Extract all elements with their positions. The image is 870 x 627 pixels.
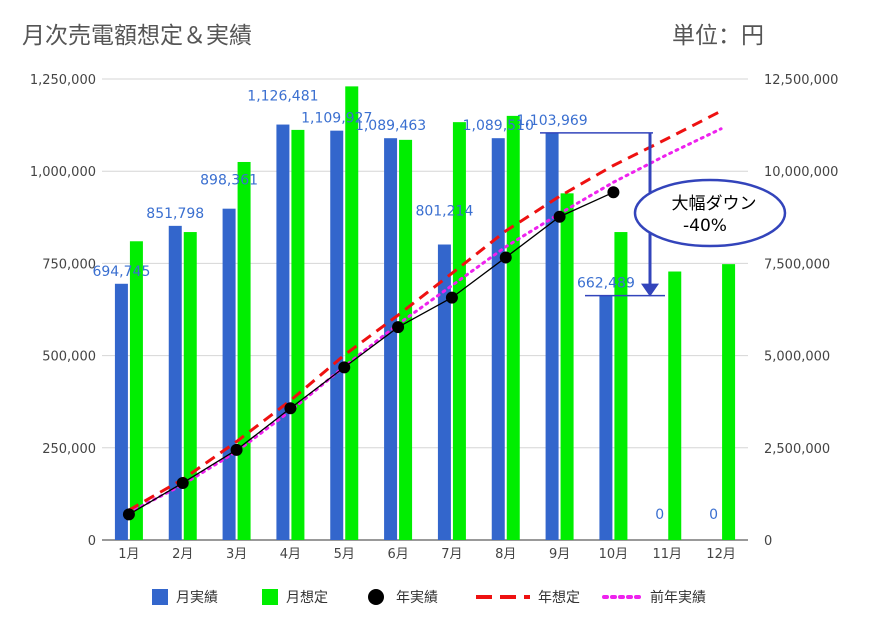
bar-plan <box>183 232 197 540</box>
x-axis-tick-label: 10月 <box>599 547 629 562</box>
data-label: 801,214 <box>415 204 473 220</box>
bar-actual <box>599 295 613 540</box>
data-label: 1,109,927 <box>301 111 372 127</box>
drop-callout-bubble <box>633 178 787 248</box>
bar-actual <box>491 138 505 540</box>
left-axis-tick-label: 1,250,000 <box>30 73 96 88</box>
bar-plan <box>345 86 359 540</box>
x-axis-tick-label: 6月 <box>387 547 408 562</box>
right-axis-tick-label: 12,500,000 <box>764 73 838 88</box>
data-label: 1,103,969 <box>516 113 587 129</box>
bar-plan <box>129 241 143 540</box>
year-actual-point <box>607 186 620 199</box>
left-axis-tick-label: 250,000 <box>42 442 96 457</box>
data-labels: 694,745851,798898,3611,126,4811,109,9271… <box>92 89 718 523</box>
bar-actual <box>114 283 128 540</box>
data-label: 1,089,510 <box>463 118 534 134</box>
bar-actual <box>168 225 182 540</box>
left-axis-tick-label: 0 <box>88 534 96 549</box>
bar-plan <box>399 139 413 541</box>
right-axis-tick-label: 2,500,000 <box>764 442 830 457</box>
year-actual-point <box>338 361 351 374</box>
x-axis-tick-label: 4月 <box>280 547 301 562</box>
legend-swatch <box>152 589 168 605</box>
bar-actual <box>437 244 451 541</box>
year-actual-point <box>499 251 512 264</box>
data-label: 851,798 <box>146 206 204 222</box>
right-axis-tick-label: 10,000,000 <box>764 165 838 180</box>
legend-label: 月実績 <box>176 590 218 606</box>
right-axis-ticks: 0 2,500,000 5,000,000 7,500,000 10,000,000 12… <box>764 73 838 549</box>
x-axis-tick-label: 3月 <box>226 547 247 562</box>
left-axis-tick-label: 750,000 <box>42 257 96 272</box>
x-axis-tick-label: 11月 <box>652 547 682 562</box>
right-axis-tick-label: 5,000,000 <box>764 350 830 365</box>
x-axis-tick-label: 1月 <box>118 547 139 562</box>
bar-actual <box>276 124 290 541</box>
bar-plan <box>291 129 305 540</box>
x-axis-tick-label: 9月 <box>549 547 570 562</box>
bar-actual <box>384 138 398 540</box>
legend: 月実績 月想定 年実績 年想定 前年実績 <box>152 589 706 606</box>
year-actual-point <box>392 321 405 334</box>
lines <box>122 109 723 521</box>
year-actual-point <box>122 508 135 521</box>
bar-plan <box>560 193 574 540</box>
bar-actual <box>222 208 236 541</box>
data-label: 0 <box>709 507 718 523</box>
year-actual-point <box>553 210 566 223</box>
data-label: 0 <box>655 507 664 523</box>
data-label: 694,745 <box>92 264 150 280</box>
legend-swatch <box>262 589 278 605</box>
bar-plan <box>506 115 520 540</box>
year-actual-point <box>284 402 297 415</box>
left-axis-tick-label: 1,000,000 <box>30 165 96 180</box>
bar-plan <box>452 122 466 540</box>
year-actual-point <box>176 476 189 489</box>
left-axis-ticks: 0 250,000 500,000 750,000 1,000,000 1,250,000 <box>30 73 96 549</box>
gridlines <box>102 78 748 541</box>
x-axis-tick-label: 12月 <box>706 547 736 562</box>
line-prev-year <box>127 127 723 515</box>
right-axis-tick-label: 7,500,000 <box>764 257 830 272</box>
drop-arrow-head <box>641 283 659 297</box>
data-label: 898,361 <box>200 173 258 189</box>
legend-label: 年実績 <box>396 590 438 606</box>
x-axis-tick-label: 8月 <box>495 547 516 562</box>
bar-plan <box>722 264 736 540</box>
bars <box>114 86 736 541</box>
left-axis-tick-label: 500,000 <box>42 350 96 365</box>
year-actual-point <box>445 291 458 304</box>
data-label: 1,089,463 <box>355 118 426 134</box>
drop-callout-percent: -40% <box>683 216 727 236</box>
line-year-actual <box>128 191 614 515</box>
x-axis-tick-label: 7月 <box>441 547 462 562</box>
x-axis-ticks: 1月 2月 3月 4月 5月 6月 7月 8月 9月 10月 11月 12月 <box>118 547 736 562</box>
chart-title: 月次売電額想定＆実績 <box>22 23 252 49</box>
data-label: 1,126,481 <box>247 89 318 105</box>
bar-plan <box>614 232 628 540</box>
bar-plan <box>668 271 682 540</box>
bar-actual <box>545 132 559 540</box>
bar-actual <box>330 130 344 540</box>
bar-plan <box>237 161 251 541</box>
x-axis-tick-label: 5月 <box>334 547 355 562</box>
legend-label: 月想定 <box>286 590 328 606</box>
legend-label: 年想定 <box>538 590 580 606</box>
unit-label: 単位：円 <box>672 23 764 49</box>
right-axis-tick-label: 0 <box>764 534 772 549</box>
legend-swatch <box>368 589 384 605</box>
legend-label: 前年実績 <box>650 589 706 606</box>
drop-callout-text: 大幅ダウン <box>672 194 757 214</box>
annotation: 大幅ダウン-40% <box>540 132 787 297</box>
line-year-plan <box>128 109 722 512</box>
x-axis-tick-label: 2月 <box>172 547 193 562</box>
year-actual-point <box>230 443 243 456</box>
data-label: 662,489 <box>577 276 635 292</box>
